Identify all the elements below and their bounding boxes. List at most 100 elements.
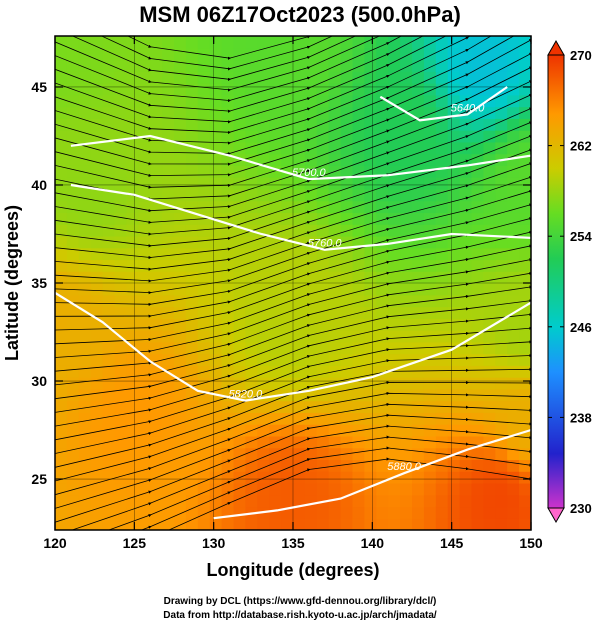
heatmap-cell [507,506,520,519]
heatmap-cell [423,177,437,190]
heatmap-cell [78,353,92,366]
heatmap-cell [90,71,104,84]
contour-label: 5820.0 [229,389,264,401]
heatmap-cell [352,447,365,461]
heatmap-cell [316,141,330,155]
heatmap-cell [90,494,104,508]
heatmap-cell [471,235,484,249]
heatmap-cell [150,318,163,331]
heatmap-cell [174,518,187,530]
heatmap-cell [400,318,413,331]
heatmap-cell [66,247,80,261]
heatmap-cell [209,118,223,131]
heatmap-cell [316,259,330,272]
heatmap-cell [471,471,484,484]
heatmap-cell [435,188,449,202]
heatmap-cell [114,106,127,119]
heatmap-cell [114,47,127,61]
heatmap-cell [162,36,175,49]
heatmap-cell [459,271,473,284]
heatmap-cell [483,412,496,425]
heatmap-cell [197,106,211,119]
heatmap-cell [90,377,104,390]
heatmap-cell [352,341,365,355]
contour-line [213,428,531,520]
heatmap-cell [90,200,104,214]
colorbar-gradient [547,54,565,509]
heatmap-cell [352,412,365,425]
heatmap-cell [197,71,211,84]
heatmap-cell [185,59,199,72]
heatmap-cell [471,141,484,155]
heatmap-cell [102,330,116,343]
heatmap-cell [78,365,92,378]
heatmap-cell [388,388,401,402]
heatmap-cell [102,94,116,108]
heatmap-cell [185,71,199,84]
heatmap-cell [162,177,175,190]
heatmap-cell [459,518,473,530]
heatmap-cell [316,365,330,378]
heatmap-cell [78,71,92,84]
heatmap-cell [185,341,199,355]
heatmap-cell [388,330,401,343]
heatmap-cell [507,130,520,143]
heatmap-cell [138,118,151,131]
heatmap-cell [435,306,449,319]
heatmap-cell [257,118,270,131]
heatmap-cell [388,518,401,530]
x-tick-label: 125 [123,535,147,551]
heatmap-cell [376,506,389,519]
heatmap-cell [126,83,139,96]
heatmap-cell [435,365,449,378]
heatmap-cell [102,506,116,519]
heatmap-cell [78,118,92,131]
heatmap-cell [233,36,246,49]
heatmap-cell [304,518,318,530]
heatmap-cell [138,224,151,237]
heatmap-cell [435,118,449,131]
heatmap-cell [483,377,496,390]
heatmap-cell [459,177,473,190]
heatmap-cell [483,59,496,72]
heatmap-cell [114,435,127,449]
heatmap-cell [435,294,449,308]
heatmap-cell [102,153,116,166]
heatmap-cell [245,471,258,484]
heatmap-cell [197,365,211,378]
heatmap-cell [66,59,80,72]
heatmap-cell [126,283,139,296]
heatmap-cell [78,330,92,343]
heatmap-cell [388,306,401,319]
heatmap-cell [400,424,413,437]
heatmap-cell [126,494,139,508]
heatmap-cell [471,341,484,355]
heatmap-cell [281,294,294,308]
heatmap-cell [364,424,377,437]
heatmap-cell [221,283,235,296]
heatmap-cell [435,130,449,143]
heatmap-cell [483,200,496,214]
heatmap-cell [423,435,437,449]
heatmap-cell [55,141,68,155]
colorbar-tick-label: 238 [570,410,592,425]
heatmap-cell [126,71,139,84]
heatmap-cell [185,494,199,508]
heatmap-cell [78,200,92,214]
heatmap-cell [412,494,425,508]
heatmap-cell [519,247,531,261]
heatmap-cell [233,130,246,143]
heatmap-cell [507,330,520,343]
heatmap-cell [281,482,294,496]
heatmap-cell [90,341,104,355]
heatmap-cell [102,59,116,72]
heatmap-cell [364,94,377,108]
heatmap-cell [293,506,306,519]
heatmap-cell [328,130,342,143]
heatmap-cell [304,471,318,484]
heatmap-cell [519,36,531,49]
heatmap-cell [90,47,104,61]
heatmap-cell [174,447,187,461]
heatmap-cell [245,235,258,249]
heatmap-cell [114,94,127,108]
